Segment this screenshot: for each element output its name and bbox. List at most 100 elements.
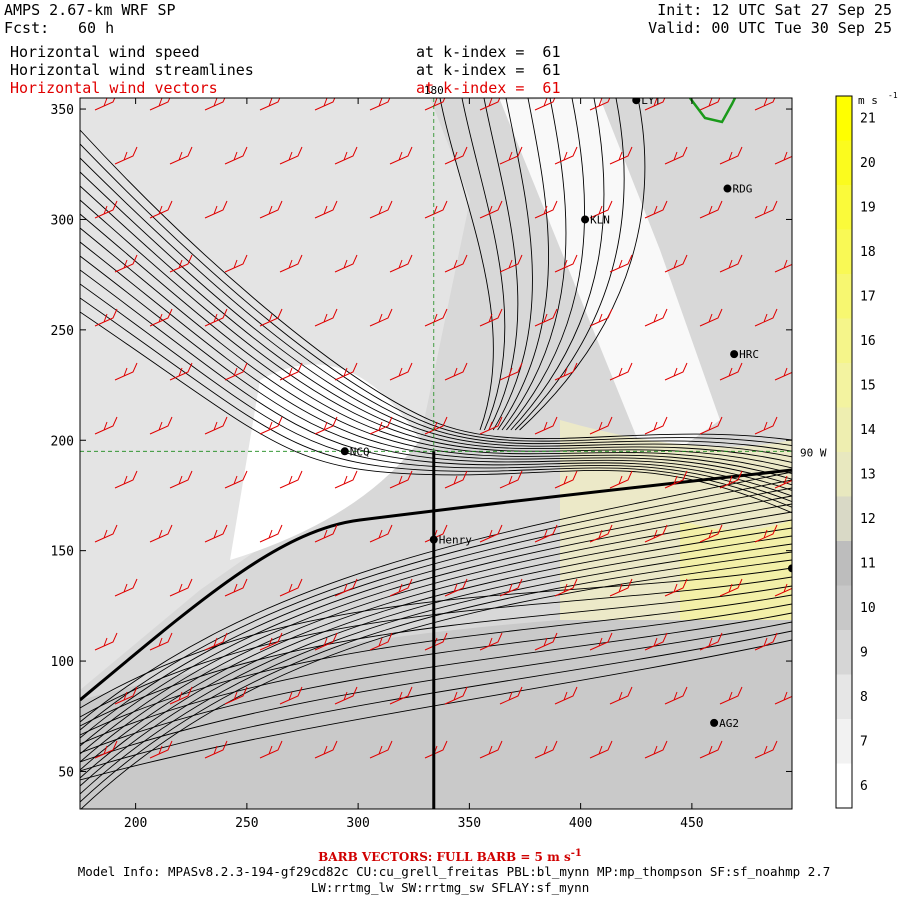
wind-barb	[369, 524, 393, 543]
barb-note-text: BARB VECTORS: FULL BARB = 5 m s	[318, 850, 571, 864]
wind-barb	[699, 416, 723, 435]
wind-barb	[644, 632, 668, 651]
wind-barb	[369, 740, 393, 759]
wind-barb	[444, 578, 468, 597]
streamline	[80, 511, 792, 763]
wind-barb	[259, 632, 283, 651]
colorbar-swatch	[836, 318, 852, 363]
wind-barb	[389, 146, 413, 165]
wind-barb	[774, 259, 792, 273]
wind-barb	[424, 416, 448, 435]
wind-barb	[589, 740, 613, 759]
wind-barb	[424, 308, 448, 327]
wind-barb	[224, 686, 248, 705]
streamline	[80, 171, 792, 458]
wind-barb	[204, 98, 226, 111]
wind-barb	[719, 686, 743, 705]
wind-barb	[754, 308, 778, 327]
coastline	[689, 98, 737, 124]
wind-barb	[389, 362, 413, 381]
streamline	[497, 98, 549, 431]
station-marker	[710, 718, 719, 727]
wind-barb	[719, 470, 743, 489]
wind-barb	[169, 686, 193, 705]
wind-barb	[609, 254, 633, 273]
barb-note: BARB VECTORS: FULL BARB = 5 m s-1	[0, 848, 900, 864]
wind-barb	[719, 362, 743, 381]
colorbar-swatch	[836, 719, 852, 764]
wind-barb	[169, 146, 193, 165]
wind-barb	[149, 308, 173, 327]
wind-barb	[224, 362, 248, 381]
wind-barb	[664, 686, 688, 705]
streamline	[80, 199, 792, 469]
wind-barb	[754, 740, 778, 759]
wind-barb	[114, 362, 138, 381]
wind-barb	[114, 578, 138, 597]
streamline	[80, 503, 792, 755]
wind-barb	[94, 632, 118, 651]
kindex-2: at k-index = 61	[416, 61, 561, 79]
wind-barb	[424, 98, 446, 111]
wind-barb	[644, 308, 668, 327]
colorbar-label: 16	[860, 334, 876, 349]
streamline	[80, 519, 792, 771]
wind-barb	[499, 470, 523, 489]
wind-barb	[279, 362, 303, 381]
streamline	[80, 213, 792, 475]
y-tick-label: 200	[51, 434, 74, 449]
streamline	[80, 283, 792, 503]
wind-barb	[204, 740, 228, 759]
wind-barb	[644, 200, 668, 219]
streamline	[514, 98, 625, 431]
field-vectors: Horizontal wind vectors	[10, 79, 218, 97]
barb-note-sup: -1	[570, 848, 582, 859]
wind-barb	[699, 524, 723, 543]
streamline	[80, 621, 792, 763]
colorbar-label: 13	[860, 467, 876, 482]
colorbar-swatch	[836, 140, 852, 185]
wind-barb	[774, 691, 792, 705]
wind-barb	[369, 416, 393, 435]
wind-barb	[369, 632, 393, 651]
colorbar-label: 9	[860, 645, 868, 660]
colorbar-label: 6	[860, 779, 868, 794]
wind-barb	[499, 146, 523, 165]
colorbar-swatch	[836, 674, 852, 719]
wind-barb	[334, 578, 358, 597]
wind-barb	[259, 416, 283, 435]
colorbar-label: 12	[860, 512, 876, 527]
wind-barb	[554, 578, 578, 597]
field-wind-speed: Horizontal wind speed	[10, 43, 200, 61]
model-title: AMPS 2.67-km WRF SP	[4, 1, 176, 19]
wind-barb	[534, 98, 556, 111]
colorbar-label: 20	[860, 156, 876, 171]
wind-barb	[259, 308, 283, 327]
wind-barb	[754, 98, 776, 111]
streamline	[80, 297, 792, 508]
streamline	[80, 567, 792, 709]
wind-barb	[664, 146, 688, 165]
wind-barb	[334, 362, 358, 381]
wind-barb	[589, 632, 613, 651]
colorbar-swatch	[836, 630, 852, 675]
wind-barb	[224, 254, 248, 273]
plot-frame	[79, 97, 793, 810]
colorbar-label: 18	[860, 245, 876, 260]
wind-barb	[424, 200, 448, 219]
wind-barb	[94, 308, 118, 327]
wind-barb	[499, 362, 523, 381]
colorbar-label: 14	[860, 423, 876, 438]
wind-barb	[149, 740, 173, 759]
streamline	[80, 227, 792, 480]
wind-barb	[479, 200, 503, 219]
streamline	[80, 185, 792, 463]
wind-barb	[719, 578, 743, 597]
kindex-1: at k-index = 61	[416, 43, 561, 61]
wind-barb	[114, 686, 138, 705]
streamline	[80, 157, 792, 452]
wind-barb	[444, 362, 468, 381]
streamline	[80, 143, 792, 447]
wind-barb	[149, 524, 173, 543]
wind-barb	[589, 416, 613, 435]
